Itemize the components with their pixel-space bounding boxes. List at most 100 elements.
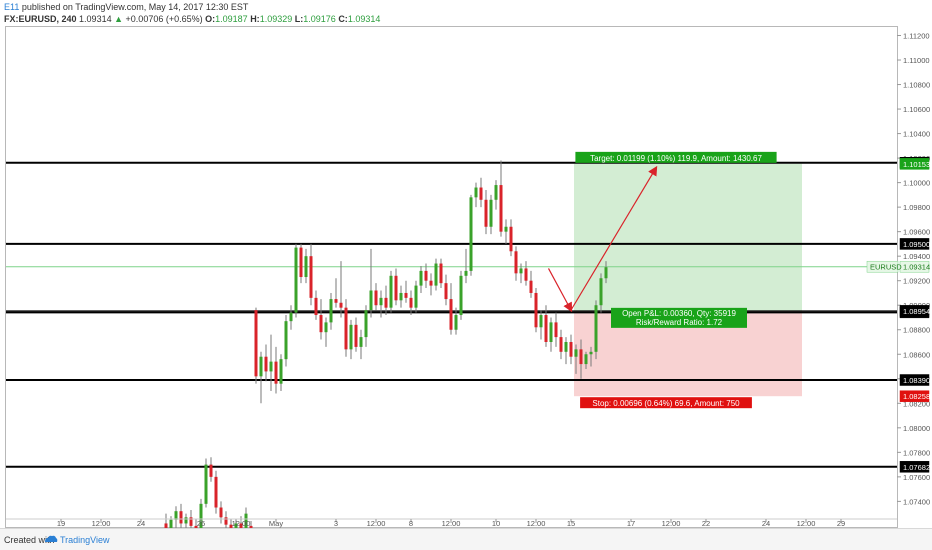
- candle[interactable]: [554, 312, 558, 347]
- candle[interactable]: [534, 288, 538, 333]
- candle[interactable]: [279, 354, 283, 392]
- candle[interactable]: [574, 344, 578, 374]
- candle[interactable]: [344, 299, 348, 357]
- candle[interactable]: [579, 339, 583, 379]
- candle[interactable]: [289, 305, 293, 330]
- candle[interactable]: [379, 290, 383, 318]
- candle[interactable]: [589, 346, 593, 367]
- candle[interactable]: [549, 317, 553, 352]
- candle[interactable]: [444, 274, 448, 306]
- candle[interactable]: [464, 248, 468, 284]
- candle[interactable]: [364, 305, 368, 347]
- candle[interactable]: [384, 285, 388, 316]
- candle[interactable]: [254, 307, 258, 384]
- candle[interactable]: [214, 470, 218, 514]
- candle[interactable]: [309, 243, 313, 306]
- candle[interactable]: [389, 270, 393, 313]
- candle[interactable]: [314, 290, 318, 320]
- candle[interactable]: [354, 317, 358, 352]
- candle[interactable]: [514, 246, 518, 281]
- candle[interactable]: [569, 334, 573, 365]
- target-label[interactable]: Target: 0.01199 (1.10%) 119.9, Amount: 1…: [575, 151, 777, 163]
- candle[interactable]: [209, 457, 213, 482]
- candle[interactable]: [404, 280, 408, 303]
- candle[interactable]: [504, 219, 508, 244]
- candle[interactable]: [454, 307, 458, 335]
- candle[interactable]: [414, 280, 418, 313]
- candle[interactable]: [519, 263, 523, 284]
- candle[interactable]: [194, 518, 198, 528]
- candle[interactable]: [169, 516, 173, 528]
- candle[interactable]: [319, 299, 323, 340]
- candle[interactable]: [564, 337, 568, 365]
- candle[interactable]: [599, 273, 603, 313]
- profit-zone[interactable]: [574, 163, 802, 311]
- candle[interactable]: [324, 317, 328, 347]
- candle[interactable]: [329, 292, 333, 330]
- candle[interactable]: [374, 283, 378, 311]
- stop-price-badge[interactable]: 1.08258: [899, 390, 930, 402]
- candle[interactable]: [184, 513, 188, 528]
- candle[interactable]: [449, 283, 453, 335]
- candle[interactable]: [189, 509, 193, 528]
- candle[interactable]: [219, 501, 223, 524]
- candle[interactable]: [559, 329, 563, 360]
- candle[interactable]: [304, 248, 308, 284]
- candle[interactable]: [479, 177, 483, 208]
- open-pnl-label[interactable]: Open P&L: 0.00360, Qty: 35919Risk/Reward…: [611, 307, 747, 328]
- candle[interactable]: [399, 285, 403, 308]
- candle[interactable]: [419, 265, 423, 293]
- candle[interactable]: [494, 180, 498, 210]
- candle[interactable]: [199, 498, 203, 528]
- candle[interactable]: [299, 243, 303, 284]
- candle[interactable]: [339, 261, 343, 318]
- candle[interactable]: [274, 346, 278, 394]
- stop-label[interactable]: Stop: 0.00696 (0.64%) 69.6, Amount: 750: [580, 397, 752, 409]
- candle[interactable]: [524, 261, 528, 286]
- candle[interactable]: [509, 219, 513, 257]
- candle[interactable]: [529, 270, 533, 298]
- level-price-badge[interactable]: 1.09500: [899, 238, 930, 250]
- candle[interactable]: [499, 160, 503, 237]
- candle[interactable]: [224, 511, 228, 528]
- candle[interactable]: [269, 334, 273, 392]
- candle[interactable]: [349, 319, 353, 360]
- candle[interactable]: [539, 310, 543, 340]
- candle[interactable]: [484, 189, 488, 235]
- candle[interactable]: [249, 520, 253, 528]
- candle[interactable]: [469, 194, 473, 276]
- entry-price-badge[interactable]: 1.08954: [899, 305, 930, 317]
- candle[interactable]: [474, 182, 478, 208]
- current-price-badge[interactable]: 1.09314: [899, 260, 930, 273]
- candle[interactable]: [604, 261, 608, 284]
- publisher-user[interactable]: E11: [4, 2, 20, 12]
- candle[interactable]: [409, 290, 413, 316]
- candle[interactable]: [369, 248, 373, 318]
- candle[interactable]: [429, 273, 433, 296]
- candle[interactable]: [434, 258, 438, 291]
- candle[interactable]: [179, 503, 183, 528]
- candle[interactable]: [584, 351, 588, 369]
- target-price-badge[interactable]: 1.10153: [899, 158, 930, 170]
- candle[interactable]: [164, 513, 168, 528]
- candle[interactable]: [264, 344, 268, 382]
- candle[interactable]: [394, 268, 398, 306]
- candle[interactable]: [174, 506, 178, 528]
- candle[interactable]: [294, 243, 298, 318]
- level-price-badge[interactable]: 1.08390: [899, 374, 930, 386]
- candle[interactable]: [424, 263, 428, 289]
- level-price-badge[interactable]: 1.07682: [899, 461, 930, 473]
- tradingview-brand[interactable]: TradingView: [60, 535, 110, 545]
- candle[interactable]: [544, 305, 548, 347]
- candle[interactable]: [459, 270, 463, 320]
- candle[interactable]: [234, 518, 238, 528]
- price-chart[interactable]: Target: 0.01199 (1.10%) 119.9, Amount: 1…: [0, 0, 932, 528]
- candle[interactable]: [594, 300, 598, 360]
- candle[interactable]: [359, 329, 363, 360]
- candle[interactable]: [229, 518, 233, 528]
- candle[interactable]: [204, 458, 208, 508]
- candle[interactable]: [244, 507, 248, 528]
- candle[interactable]: [489, 194, 493, 235]
- candle[interactable]: [334, 278, 338, 308]
- candle[interactable]: [439, 258, 443, 289]
